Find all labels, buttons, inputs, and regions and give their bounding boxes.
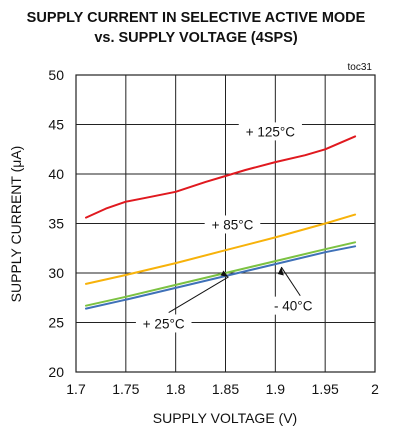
annotation-background	[265, 296, 322, 315]
y-tick-label: 20	[48, 364, 64, 380]
leader-lines	[168, 266, 301, 314]
y-tick-label: 45	[48, 117, 64, 133]
x-tick-label: 1.85	[212, 381, 239, 397]
series-annotation: + 85°C	[212, 217, 254, 232]
y-tick-label: 35	[48, 216, 64, 232]
y-tick-label: 30	[48, 265, 64, 281]
annotation-background	[238, 122, 302, 141]
x-tick-label: 1.75	[112, 381, 139, 397]
x-axis-label: SUPPLY VOLTAGE (V)	[153, 410, 297, 426]
leader-line-25c	[168, 276, 229, 314]
series-annotation: - 40°C	[274, 299, 313, 314]
tick-labels: 1.7 1.75 1.8 1.85 1.9 1.95 2 50 45 40 35 30 25 20	[48, 67, 379, 397]
x-tick-label: 1.9	[266, 381, 286, 397]
figure-code: toc31	[348, 62, 373, 73]
x-tick-label: 1.8	[166, 381, 186, 397]
chart-title-line-2: vs. SUPPLY VOLTAGE (4SPS)	[94, 30, 298, 46]
x-tick-label: 1.95	[312, 381, 339, 397]
series-annotation: + 25°C	[143, 316, 185, 331]
series-annotations: + 125°C + 85°C + 25°C - 40°C	[135, 122, 322, 333]
leader-line-minus40c	[280, 266, 301, 297]
plot-frame	[75, 74, 376, 373]
x-tick-label: 2	[371, 381, 379, 397]
series-line-1	[85, 213, 357, 285]
series-line-0	[85, 135, 357, 219]
series-line-2	[85, 241, 357, 307]
annotation-background	[135, 314, 192, 333]
leader-arrowhead-minus40c	[277, 267, 284, 276]
y-tick-label: 50	[48, 67, 64, 83]
leader-arrowhead-25c	[220, 270, 229, 277]
y-axis-label: SUPPLY CURRENT (μA)	[8, 146, 24, 303]
annotation-background	[204, 215, 261, 234]
y-tick-label: 40	[48, 166, 64, 182]
x-tick-label: 1.7	[66, 381, 86, 397]
y-tick-label: 25	[48, 315, 64, 331]
chart-title-line-1: SUPPLY CURRENT IN SELECTIVE ACTIVE MODE	[27, 10, 366, 26]
series-annotation: + 125°C	[246, 124, 296, 139]
